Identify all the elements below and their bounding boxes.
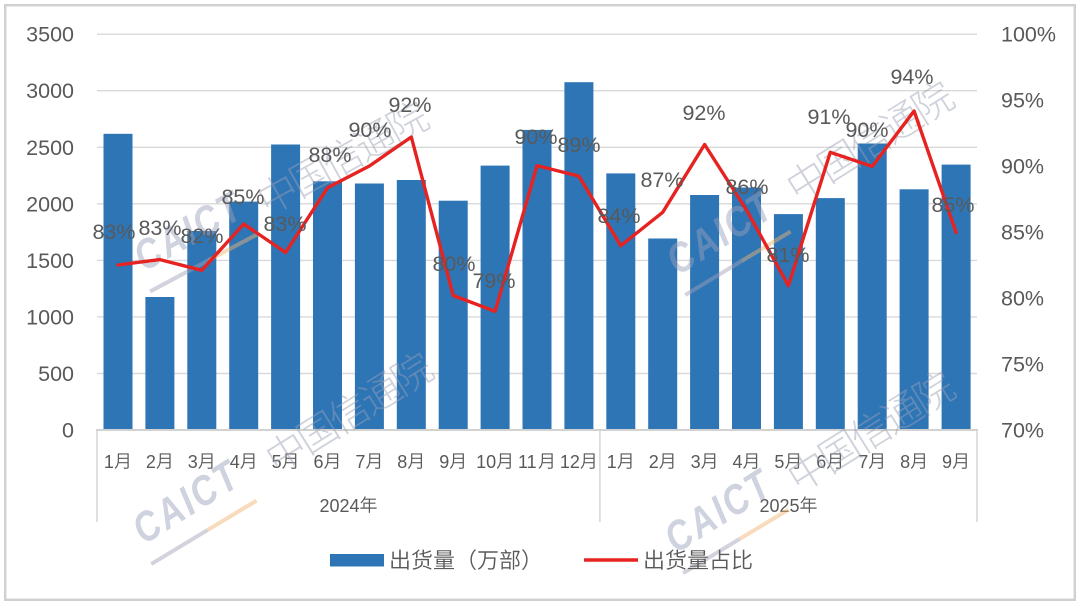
svg-text:95%: 95%	[1001, 89, 1044, 113]
svg-text:83%: 83%	[138, 216, 181, 240]
svg-text:1: 1	[607, 452, 617, 472]
svg-text:86%: 86%	[725, 175, 768, 199]
svg-text:3000: 3000	[26, 79, 74, 103]
svg-text:2025: 2025	[760, 496, 800, 516]
svg-text:91%: 91%	[807, 105, 850, 129]
svg-text:2: 2	[146, 452, 156, 472]
svg-text:9: 9	[439, 452, 449, 472]
svg-text:7: 7	[355, 452, 365, 472]
svg-text:1: 1	[104, 452, 114, 472]
svg-text:80%: 80%	[1001, 287, 1044, 311]
svg-text:5: 5	[774, 452, 784, 472]
svg-text:85%: 85%	[931, 193, 974, 217]
svg-text:4: 4	[230, 452, 240, 472]
svg-text:3500: 3500	[26, 23, 74, 47]
svg-text:90%: 90%	[1001, 155, 1044, 179]
svg-text:2500: 2500	[26, 136, 74, 160]
svg-text:11: 11	[518, 452, 537, 472]
svg-text:88%: 88%	[308, 143, 351, 167]
svg-text:87%: 87%	[640, 168, 683, 192]
svg-text:83%: 83%	[92, 220, 135, 244]
svg-text:6: 6	[816, 452, 826, 472]
svg-text:4: 4	[733, 452, 743, 472]
svg-text:12: 12	[560, 452, 580, 472]
svg-text:89%: 89%	[557, 133, 600, 157]
svg-text:2024: 2024	[320, 496, 360, 516]
svg-text:9: 9	[942, 452, 952, 472]
svg-text:6: 6	[314, 452, 324, 472]
svg-text:81%: 81%	[766, 243, 809, 267]
svg-text:92%: 92%	[388, 93, 431, 117]
svg-text:82%: 82%	[180, 224, 223, 248]
svg-text:85%: 85%	[221, 185, 264, 209]
svg-text:8: 8	[900, 452, 910, 472]
svg-text:0: 0	[62, 419, 74, 443]
svg-text:90%: 90%	[514, 125, 557, 149]
svg-text:80%: 80%	[432, 252, 475, 276]
svg-text:1500: 1500	[26, 249, 74, 273]
svg-text:8: 8	[397, 452, 407, 472]
svg-text:92%: 92%	[682, 101, 725, 125]
svg-text:2: 2	[649, 452, 659, 472]
svg-text:90%: 90%	[845, 118, 888, 142]
svg-text:84%: 84%	[597, 204, 640, 228]
svg-text:70%: 70%	[1001, 419, 1044, 443]
svg-text:500: 500	[38, 362, 74, 386]
svg-text:7: 7	[858, 452, 868, 472]
svg-text:83%: 83%	[263, 212, 306, 236]
svg-text:75%: 75%	[1001, 353, 1044, 377]
svg-text:3: 3	[188, 452, 198, 472]
svg-text:1000: 1000	[26, 305, 74, 329]
svg-text:85%: 85%	[1001, 221, 1044, 245]
svg-text:10: 10	[476, 452, 496, 472]
svg-text:94%: 94%	[890, 65, 933, 89]
svg-text:100%: 100%	[1001, 23, 1056, 47]
svg-text:79%: 79%	[472, 269, 515, 293]
svg-text:3: 3	[691, 452, 701, 472]
svg-text:90%: 90%	[348, 118, 391, 142]
svg-text:2000: 2000	[26, 192, 74, 216]
